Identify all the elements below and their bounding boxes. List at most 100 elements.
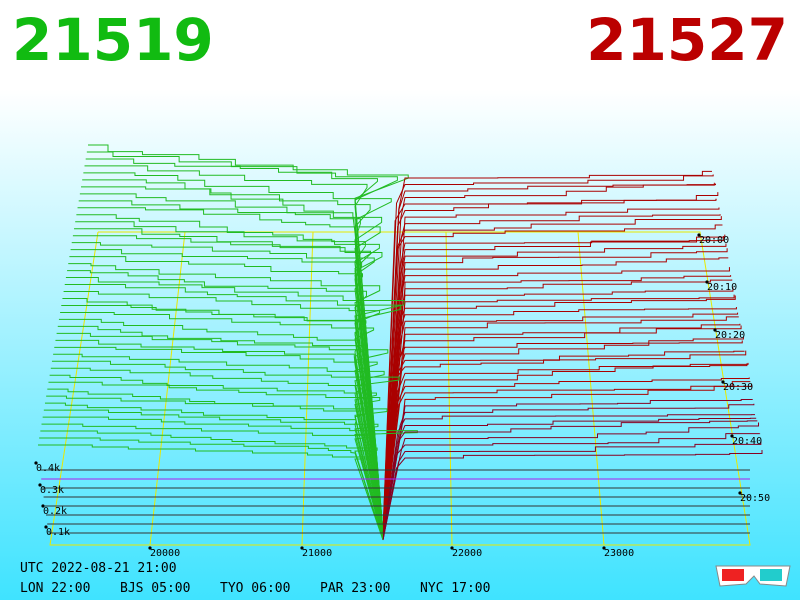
tick-label: 0.4k [36,463,60,474]
ask-depth-line [382,170,712,533]
bid-depth-line [83,172,392,533]
bid-depth-line [77,207,384,534]
frame-outline [49,231,751,546]
clock-label: PAR 23:00 [320,581,390,596]
bid-depth-line [60,311,384,537]
bid-depth-line [71,242,384,535]
floor-grid-line [149,231,186,546]
tick-dot [300,546,304,550]
ask-depth-line [382,174,714,533]
bid-depth-line [48,381,384,539]
tick-label: 20:20 [715,330,745,341]
ask-depth-line [382,183,716,533]
tick-label: 0.2k [43,506,67,517]
bid-depth-line [47,388,388,539]
bid-depth-line [62,297,384,537]
ask-depth-line [382,257,729,535]
bid-depth-line [63,291,384,536]
tick-dot [730,434,734,438]
tick-label: 23000 [604,548,634,559]
tick-label: 21000 [302,548,332,559]
bid-depth-line [68,263,384,536]
ask-depth-line [382,216,722,534]
ask-depth-line [382,234,726,535]
clock-label: TYO 06:00 [220,581,290,596]
ask-depth-line [382,398,753,539]
ask-depth-line [382,350,745,538]
cyan-lens [760,569,782,581]
bid-depth-line [51,360,400,538]
ask-depth-line [382,422,760,540]
ask-depth-line [382,363,748,538]
bid-price: 21519 [12,6,214,74]
ask-depth-line [382,248,728,535]
bid-depth-line [61,304,384,537]
ask-depth-line [382,377,750,539]
axis-labels: 0.4k 0.3k 0.2k 0.1k 20000 21000 22000 23000 20:0… [34,233,770,559]
bid-depth-line [85,158,384,533]
ask-depth-line [382,312,739,537]
ask-depth-line [382,275,732,536]
depth-lines [38,144,763,541]
ask-depth-line [382,236,725,534]
tick-label: 20000 [150,548,180,559]
ask-depth-line [382,420,758,540]
bid-depth-line [79,193,384,534]
tick-dot [713,328,717,332]
ask-depth-line [382,267,730,535]
bid-depth-line [64,284,402,536]
bid-depth-line [53,353,385,538]
tick-dot [148,546,152,550]
clock-label: NYC 17:00 [420,581,490,596]
ask-depth-line [382,417,757,540]
bid-depth-line [38,444,384,541]
bid-depth-line [44,402,384,540]
ask-depth-line [382,307,737,536]
ask-depth-line [382,279,733,536]
bid-depth-line [54,346,384,538]
ask-price: 21527 [586,6,788,74]
bid-depth-line [82,179,384,533]
tick-dot [602,546,606,550]
tick-dot [34,461,38,465]
tick-label: 0.1k [46,527,70,538]
bid-depth-line [42,416,418,540]
ask-depth-line [382,449,763,541]
ask-depth-line [382,403,755,539]
tick-label: 20:30 [723,382,753,393]
bid-depth-line [86,151,398,533]
tick-label: 20:10 [707,282,737,293]
utc-time: UTC 2022-08-21 21:00 [20,561,177,576]
floor-grid-line [445,231,453,546]
bid-depth-line [40,430,384,540]
tick-label: 20:40 [732,436,762,447]
ask-depth-line [382,295,736,536]
ask-depth-line [382,214,721,534]
ask-depth-line [382,433,761,540]
ask-depth-line [382,325,742,537]
tick-label: 20:50 [740,493,770,504]
tick-dot [450,546,454,550]
bid-depth-line [56,332,389,538]
tick-label: 20:00 [699,235,729,246]
bid-depth-line [81,186,384,534]
red-lens [722,569,744,581]
bid-depth-line [78,200,384,534]
bid-depth-line [58,318,384,537]
ask-depth-line [382,243,727,535]
tick-label: 0.3k [40,485,64,496]
ask-depth-line [382,340,743,537]
ask-depth-line [382,287,734,536]
clock-label: BJS 05:00 [120,581,190,596]
bid-depth-line [74,228,384,535]
floor-frame [49,231,751,546]
clock-label: LON 22:00 [20,581,90,596]
tick-dot [738,491,742,495]
tick-dot [721,380,725,384]
bid-depth-line [75,221,384,535]
bid-depth-line [67,270,384,536]
tick-dot [38,483,42,487]
floor-grid-line [301,231,314,546]
bid-depth-line [65,277,405,536]
